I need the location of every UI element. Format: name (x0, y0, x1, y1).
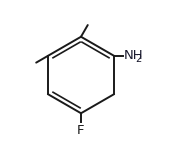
Text: F: F (77, 124, 85, 137)
Text: 2: 2 (135, 54, 141, 64)
Text: NH: NH (124, 49, 144, 62)
